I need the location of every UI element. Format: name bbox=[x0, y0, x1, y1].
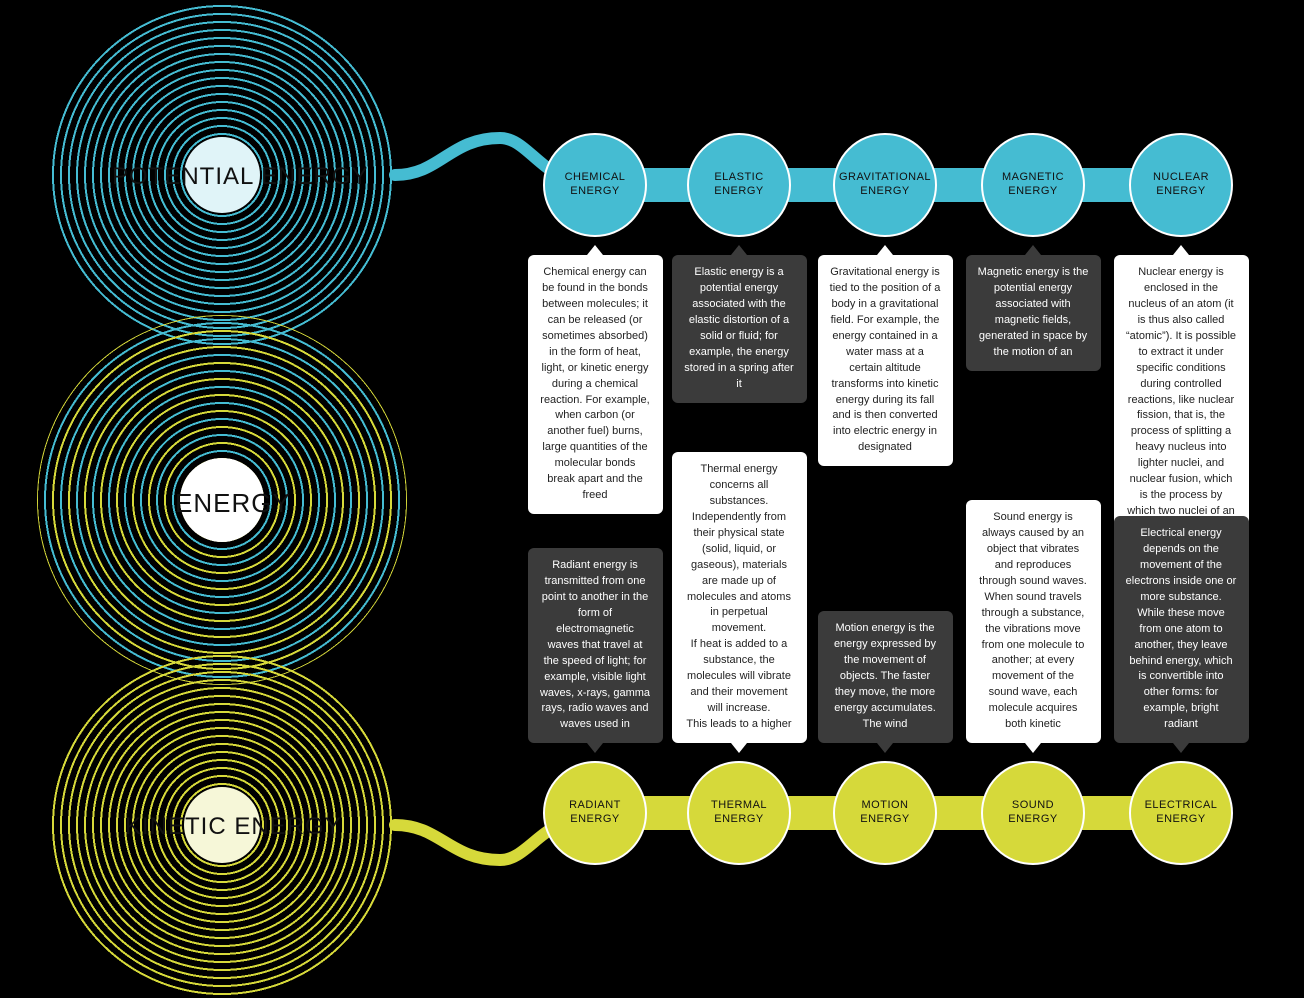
kinetic-node-2[interactable]: MOTIONENERGY bbox=[833, 761, 937, 865]
card-arrow bbox=[1025, 245, 1041, 255]
node-label: CHEMICALENERGY bbox=[559, 171, 632, 199]
potential-node-0[interactable]: CHEMICALENERGY bbox=[543, 133, 647, 237]
potential-card-0: Chemical energy can be found in the bond… bbox=[528, 255, 663, 514]
kinetic-card-0: Radiant energy is transmitted from one p… bbox=[528, 548, 663, 743]
card-arrow bbox=[731, 245, 747, 255]
card-arrow bbox=[877, 743, 893, 753]
kinetic-node-0[interactable]: RADIANTENERGY bbox=[543, 761, 647, 865]
potential-card-2: Gravitational energy is tied to the posi… bbox=[818, 255, 953, 466]
node-label: THERMALENERGY bbox=[705, 799, 773, 827]
kinetic-card-1: Thermal energy concerns all substances. … bbox=[672, 452, 807, 743]
kinetic-node-4[interactable]: ELECTRICALENERGY bbox=[1129, 761, 1233, 865]
potential-node-1[interactable]: ELASTICENERGY bbox=[687, 133, 791, 237]
kinetic-card-4: Electrical energy depends on the movemen… bbox=[1114, 516, 1249, 743]
kinetic-energy-label: KINETIC ENERGY bbox=[125, 813, 342, 841]
potential-node-4[interactable]: NUCLEARENERGY bbox=[1129, 133, 1233, 237]
kinetic-card-3: Sound energy is always caused by an obje… bbox=[966, 500, 1101, 743]
kinetic-node-3[interactable]: SOUNDENERGY bbox=[981, 761, 1085, 865]
energy-infographic: POTENTIAL ENERGY ENERGY KINETIC ENERGY CHEM… bbox=[0, 0, 1304, 998]
card-arrow bbox=[1025, 743, 1041, 753]
energy-label: ENERGY bbox=[175, 488, 291, 519]
potential-card-4: Nuclear energy is enclosed in the nucleu… bbox=[1114, 255, 1249, 530]
node-label: NUCLEARENERGY bbox=[1147, 171, 1215, 199]
potential-node-3[interactable]: MAGNETICENERGY bbox=[981, 133, 1085, 237]
card-arrow bbox=[587, 245, 603, 255]
card-arrow bbox=[1173, 245, 1189, 255]
potential-energy-label: POTENTIAL ENERGY bbox=[112, 163, 369, 191]
node-label: ELASTICENERGY bbox=[708, 171, 769, 199]
kinetic-card-2: Motion energy is the energy expressed by… bbox=[818, 611, 953, 743]
node-label: GRAVITATIONALENERGY bbox=[833, 171, 937, 199]
node-label: RADIANTENERGY bbox=[563, 799, 627, 827]
card-arrow bbox=[1173, 743, 1189, 753]
card-arrow bbox=[877, 245, 893, 255]
card-arrow bbox=[587, 743, 603, 753]
potential-card-3: Magnetic energy is the potential energy … bbox=[966, 255, 1101, 371]
node-label: MAGNETICENERGY bbox=[996, 171, 1070, 199]
node-label: MOTIONENERGY bbox=[854, 799, 915, 827]
kinetic-node-1[interactable]: THERMALENERGY bbox=[687, 761, 791, 865]
node-label: SOUNDENERGY bbox=[1002, 799, 1063, 827]
potential-node-2[interactable]: GRAVITATIONALENERGY bbox=[833, 133, 937, 237]
potential-card-1: Elastic energy is a potential energy ass… bbox=[672, 255, 807, 403]
card-arrow bbox=[731, 743, 747, 753]
node-label: ELECTRICALENERGY bbox=[1139, 799, 1224, 827]
